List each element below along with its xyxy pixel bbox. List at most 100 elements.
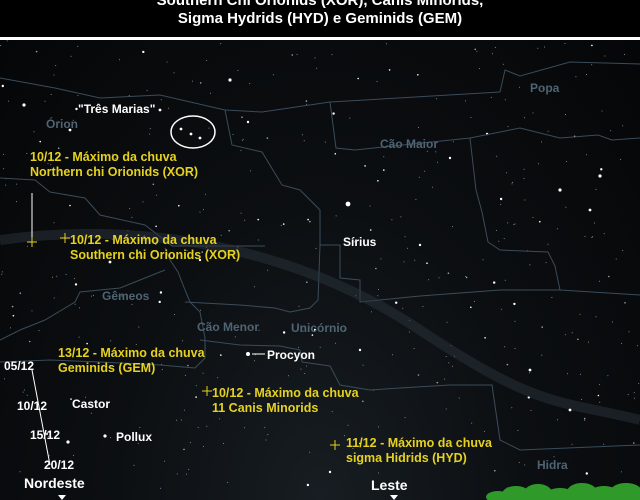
background-star [622, 125, 624, 127]
boundary-cao-maior-east [469, 137, 640, 296]
background-star [523, 168, 525, 170]
background-star [624, 54, 625, 55]
background-star [38, 330, 40, 332]
background-star [142, 50, 145, 54]
bright-star [246, 120, 250, 124]
background-star [206, 59, 208, 61]
background-star [228, 229, 230, 232]
background-star [3, 153, 5, 155]
background-star [354, 241, 356, 243]
background-star [106, 110, 108, 112]
background-star [493, 281, 496, 284]
background-star [70, 398, 72, 400]
label-castor: Castor [72, 397, 111, 411]
gemeos-star [198, 258, 202, 262]
background-star [31, 310, 33, 312]
background-star [301, 134, 303, 136]
bright-star [598, 174, 602, 178]
background-star [588, 341, 589, 343]
background-star [73, 403, 75, 405]
background-star [155, 225, 157, 228]
orion-star [68, 128, 72, 132]
background-star [378, 426, 380, 428]
background-star [424, 170, 426, 172]
xor-north-annotation: 10/12 - Máximo da chuva Northern chi Ori… [30, 150, 198, 180]
background-star [202, 209, 204, 211]
background-star [267, 434, 269, 436]
background-star [478, 68, 480, 70]
background-star [603, 233, 605, 235]
background-star [537, 47, 539, 49]
background-star [240, 150, 242, 151]
background-star [33, 131, 35, 133]
background-star [11, 305, 14, 308]
background-star [75, 107, 78, 111]
background-star [324, 141, 326, 143]
background-star [10, 327, 11, 329]
gem-line-2: Geminids (GEM) [58, 361, 156, 375]
background-star [542, 87, 544, 89]
background-star [186, 250, 188, 251]
background-star [511, 407, 513, 409]
background-star [185, 473, 187, 475]
background-star [3, 168, 4, 170]
xor-north-line-2: Northern chi Orionids (XOR) [30, 165, 199, 179]
background-star [22, 391, 24, 393]
background-star [564, 334, 566, 336]
background-star [74, 283, 78, 286]
background-star [219, 418, 221, 420]
background-star [55, 65, 57, 66]
background-star [303, 140, 305, 142]
background-star [77, 95, 79, 97]
background-star [173, 72, 175, 74]
radiant-date-2: 10/12 [17, 399, 48, 413]
background-star [251, 326, 253, 328]
background-star [404, 236, 406, 238]
background-star [6, 40, 8, 42]
background-star [254, 286, 256, 288]
background-star [553, 456, 555, 458]
background-star [557, 419, 559, 421]
procyon-star [246, 352, 250, 356]
background-star [57, 147, 60, 149]
background-star [504, 99, 506, 101]
background-star [506, 363, 509, 366]
background-star [494, 469, 496, 472]
background-star [595, 189, 597, 190]
background-star [600, 168, 603, 171]
background-star [158, 300, 161, 304]
hyd-radiant-icon [330, 440, 340, 450]
background-star [598, 280, 600, 282]
background-star [182, 340, 184, 342]
background-star [4, 378, 5, 380]
orion-star [158, 108, 162, 112]
background-star [314, 57, 316, 59]
orion-star [22, 103, 26, 107]
boundary-orion-east [224, 109, 321, 245]
background-star [490, 96, 492, 98]
background-star [436, 98, 438, 100]
background-star [514, 223, 516, 225]
background-star [189, 442, 191, 444]
background-star [594, 222, 595, 224]
background-star [348, 446, 350, 447]
background-star [240, 212, 242, 214]
background-star [494, 47, 496, 48]
background-star [444, 378, 446, 380]
background-star [383, 169, 385, 171]
background-star [471, 422, 473, 424]
background-star [523, 178, 525, 179]
background-star [128, 95, 130, 96]
background-star [476, 50, 478, 52]
background-star [160, 99, 162, 101]
background-star [491, 53, 493, 55]
background-star [399, 447, 401, 448]
gemeos-star [108, 260, 112, 264]
boundary-hidra-west [470, 384, 640, 451]
background-star [431, 186, 433, 188]
boundary-gemeos-west [0, 269, 166, 341]
background-star [541, 354, 543, 356]
label-tres-marias: "Três Marias" [78, 102, 156, 116]
background-star [391, 219, 393, 221]
background-star [311, 334, 314, 336]
